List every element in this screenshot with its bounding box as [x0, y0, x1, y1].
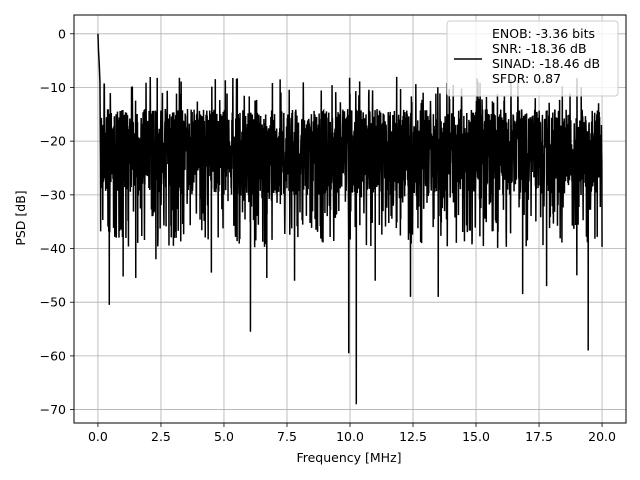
legend-entry-sfdr: SFDR: 0.87	[492, 71, 561, 86]
x-tick-label: 5.0	[214, 429, 234, 444]
legend-entry-sinad: SINAD: -18.46 dB	[492, 56, 600, 71]
y-axis-ticks: 0 −10 −20 −30 −40 −50 −60 −70	[40, 26, 74, 417]
x-tick-label: 2.5	[151, 429, 171, 444]
x-tick-label: 20.0	[588, 429, 616, 444]
y-tick-label: −20	[40, 134, 66, 149]
y-tick-label: −60	[40, 348, 66, 363]
y-tick-label: −50	[40, 295, 66, 310]
legend-box	[446, 20, 619, 97]
legend-entry-enob: ENOB: -3.36 bits	[492, 26, 595, 41]
x-tick-label: 17.5	[525, 429, 553, 444]
legend: ENOB: -3.36 bits SNR: -18.36 dB SINAD: -…	[446, 20, 619, 97]
x-axis-ticks: 0.0 2.5 5.0 7.5 10.0 12.5 15.0 17.5 20.0	[88, 423, 616, 444]
x-axis-label: Frequency [MHz]	[296, 450, 401, 465]
x-tick-label: 10.0	[336, 429, 364, 444]
y-tick-label: −10	[40, 80, 66, 95]
y-tick-label: −70	[40, 402, 66, 417]
psd-series-line	[97, 33, 603, 405]
x-tick-label: 15.0	[462, 429, 490, 444]
legend-entry-snr: SNR: -18.36 dB	[492, 41, 587, 56]
y-axis-label: PSD [dB]	[13, 190, 28, 245]
x-tick-label: 0.0	[88, 429, 108, 444]
x-tick-label: 12.5	[399, 429, 427, 444]
x-tick-label: 7.5	[277, 429, 297, 444]
plot-area	[97, 33, 603, 405]
y-tick-label: −30	[40, 187, 66, 202]
y-tick-label: −40	[40, 241, 66, 256]
y-tick-label: 0	[58, 26, 66, 41]
